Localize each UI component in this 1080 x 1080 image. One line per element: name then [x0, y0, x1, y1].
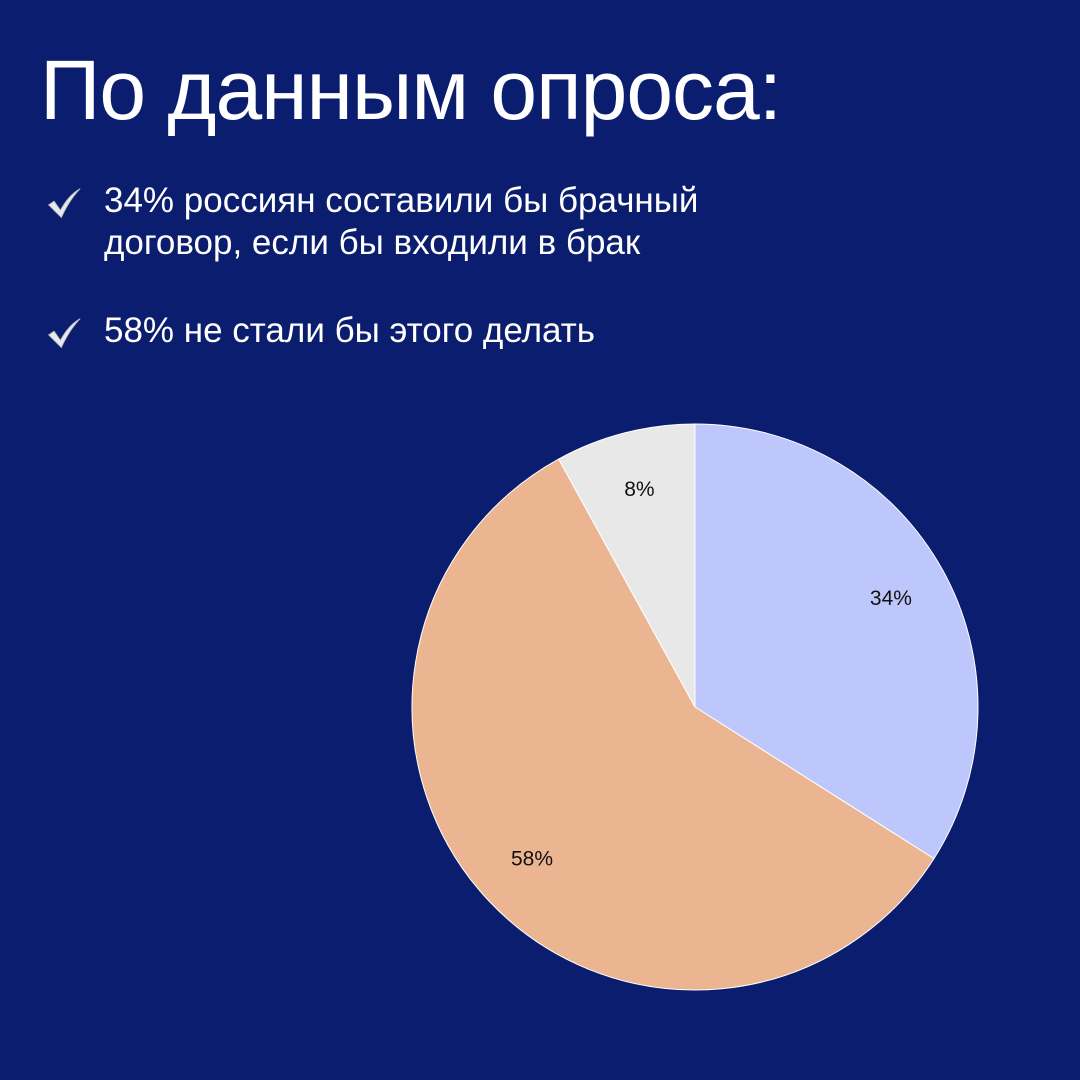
check-mark-icon — [47, 188, 81, 219]
bullet-item: 34% россиян составили бы брачный договор… — [46, 180, 804, 264]
check-mark-icon — [47, 318, 81, 349]
pie-data-label: 34% — [870, 587, 912, 610]
bullet-item: 58% не стали бы этого делать — [46, 310, 804, 352]
bullet-text: 58% не стали бы этого делать — [104, 311, 596, 350]
pie-slice-34-pct — [694, 423, 979, 860]
pie-slice-8-pct — [557, 423, 696, 708]
pie-slice-58-pct — [411, 458, 935, 991]
pie-data-label: 58% — [511, 848, 553, 871]
slide-title: По данным опроса: — [40, 43, 782, 137]
bullet-text: 34% россиян составили бы брачный договор… — [104, 181, 699, 262]
pie-data-label: 8% — [624, 478, 654, 501]
